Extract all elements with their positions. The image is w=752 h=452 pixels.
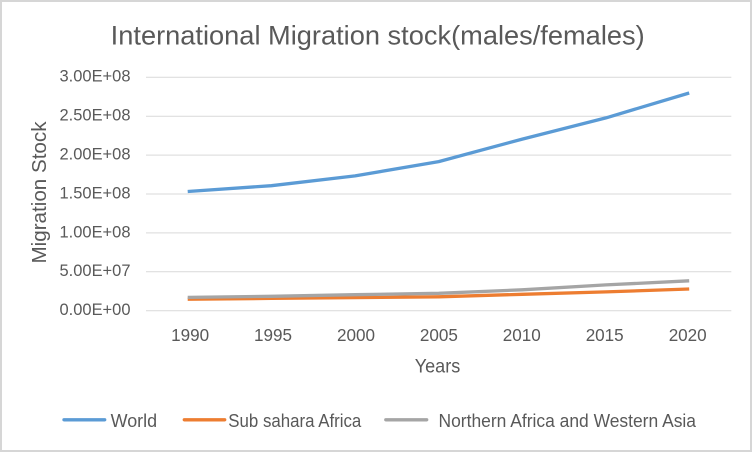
svg-text:Northern Africa and Western As: Northern Africa and Western Asia: [439, 411, 697, 431]
svg-text:5.00E+07: 5.00E+07: [60, 261, 131, 280]
svg-text:1995: 1995: [254, 325, 292, 345]
svg-text:0.00E+00: 0.00E+00: [60, 300, 131, 319]
svg-text:3.00E+08: 3.00E+08: [60, 67, 131, 86]
svg-text:World: World: [111, 411, 158, 431]
svg-text:International Migration stock(: International Migration stock(males/fema…: [111, 21, 645, 51]
svg-text:2.50E+08: 2.50E+08: [60, 106, 131, 125]
svg-text:Migration Stock: Migration Stock: [28, 121, 51, 264]
svg-text:2005: 2005: [420, 325, 458, 345]
svg-text:2000: 2000: [337, 325, 375, 345]
svg-text:2020: 2020: [669, 325, 707, 345]
svg-text:1.00E+08: 1.00E+08: [60, 222, 131, 241]
svg-text:1.50E+08: 1.50E+08: [60, 183, 131, 202]
svg-text:2015: 2015: [586, 325, 624, 345]
svg-text:Years: Years: [415, 356, 461, 377]
svg-text:Sub sahara Africa: Sub sahara Africa: [228, 411, 362, 431]
svg-text:1990: 1990: [171, 325, 209, 345]
svg-text:2010: 2010: [503, 325, 541, 345]
svg-text:2.00E+08: 2.00E+08: [60, 145, 131, 164]
